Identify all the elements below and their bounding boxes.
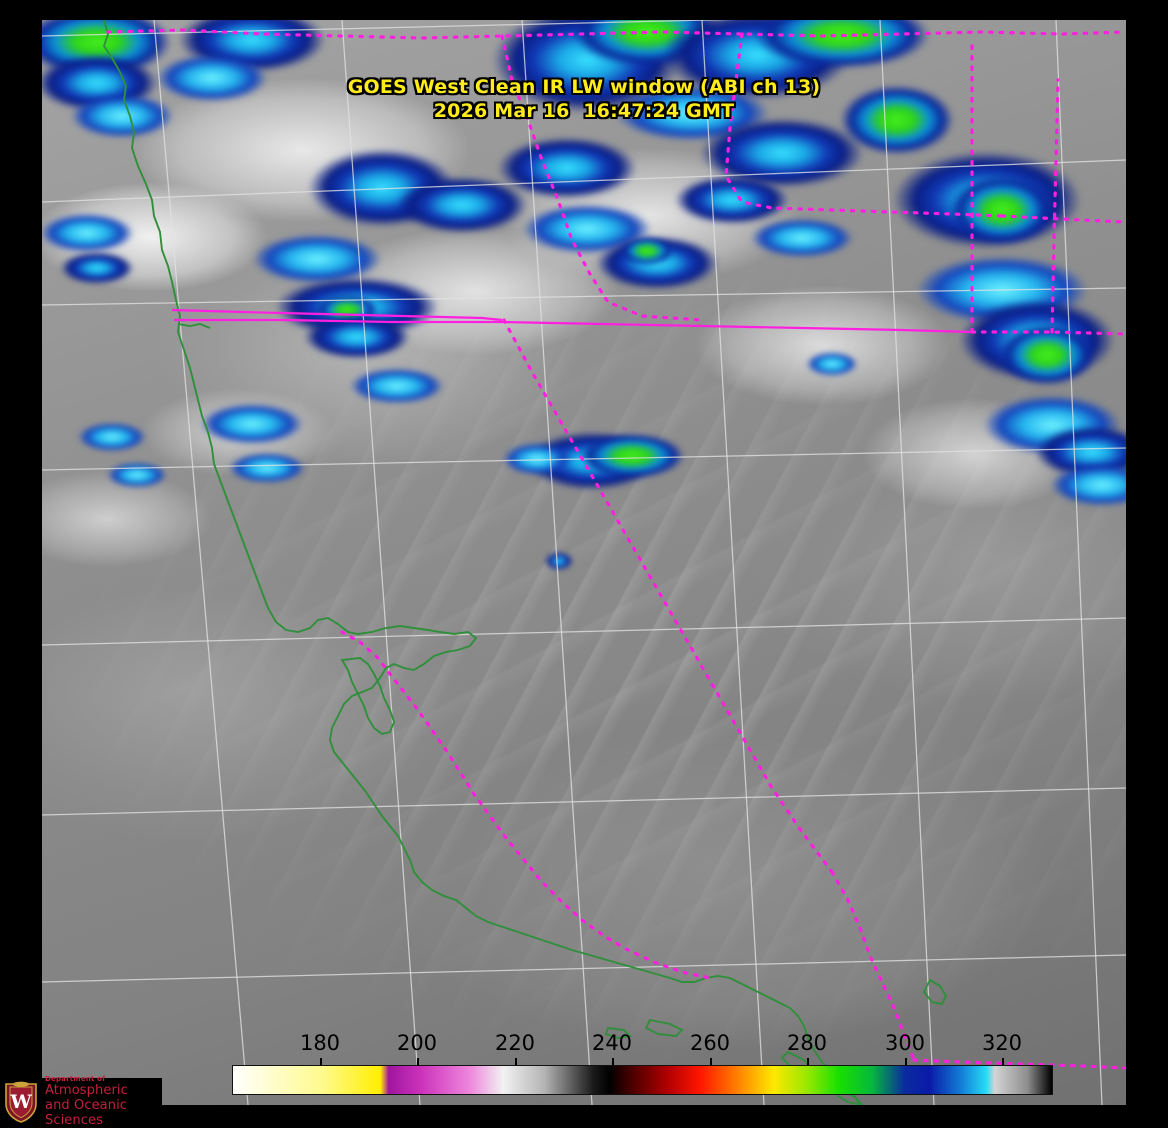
colorbar-tick-280 [807,1058,809,1066]
colorbar-tick-labels: 180 200 220 240 260 280 300 320 [0,1030,1168,1056]
colorbar-label-280: 280 [786,1031,828,1055]
colorbar-label-300: 300 [884,1031,926,1055]
colorbar-tick-200 [417,1058,419,1066]
colorbar-label-180: 180 [299,1031,341,1055]
colorbar-gradient [232,1065,1053,1095]
logo-text-block: Department of Atmospheric and Oceanic Sc… [45,1075,162,1128]
logo-department-label: Department of [45,1075,106,1083]
colorbar-tick-300 [905,1058,907,1066]
colorbar-tick-180 [320,1058,322,1066]
colorbar-tick-260 [710,1058,712,1066]
logo-line-1: Atmospheric [45,1083,128,1098]
logo-line-2: and Oceanic Sciences [45,1098,128,1128]
colorbar-tick-marks [232,1058,1053,1066]
uw-aos-logo: W Department of Atmospheric and Oceanic … [0,1075,162,1128]
colorbar-label-320: 320 [981,1031,1023,1055]
colorbar-tick-320 [1002,1058,1004,1066]
crest-letter: W [9,1091,32,1113]
colorbar-label-220: 220 [494,1031,536,1055]
colorbar-label-200: 200 [396,1031,438,1055]
colorbar-tick-220 [515,1058,517,1066]
satellite-image-panel[interactable]: GOES West Clean IR LW window (ABI ch 13)… [42,20,1126,1105]
uw-crest-icon: W [5,1081,37,1123]
colorbar-label-240: 240 [591,1031,633,1055]
colorbar[interactable] [232,1065,1053,1095]
colorbar-tick-240 [612,1058,614,1066]
colorbar-label-260: 260 [689,1031,731,1055]
